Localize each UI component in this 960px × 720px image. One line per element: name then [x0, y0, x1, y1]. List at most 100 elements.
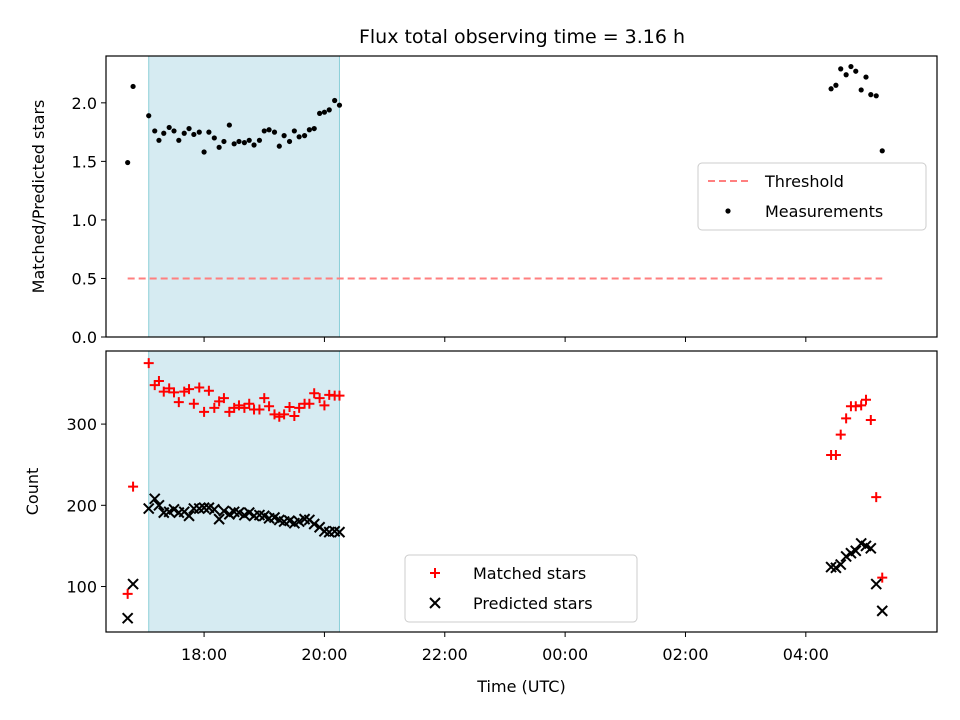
legend-matched-swatch [430, 568, 440, 578]
predicted-point [850, 545, 862, 557]
measurement-point [853, 68, 859, 74]
matched-point [279, 409, 290, 420]
predicted-point [153, 499, 165, 512]
matched-point [294, 402, 305, 413]
series-matched-stars [122, 358, 888, 599]
y-tick-label: 300 [66, 415, 97, 434]
axes-frame [105, 55, 938, 338]
series-predicted-stars [121, 493, 888, 624]
measurement-point [306, 127, 312, 133]
matched-point [865, 415, 876, 426]
matched-point [173, 397, 184, 408]
measurement-point [833, 82, 839, 88]
matched-point [284, 402, 295, 413]
legend-label: Predicted stars [473, 594, 593, 613]
measurement-point [251, 142, 257, 148]
matched-point [233, 400, 244, 411]
matched-point [830, 449, 841, 460]
measurement-point [879, 148, 885, 154]
y-axis-label: Count [23, 468, 42, 516]
legend-label: Threshold [764, 172, 844, 191]
measurement-point [321, 109, 328, 115]
predicted-point [149, 493, 161, 505]
measurement-point [336, 102, 343, 108]
matched-point [122, 588, 133, 599]
matched-point [158, 386, 169, 397]
measurement-point [241, 140, 247, 146]
predicted-point [213, 513, 225, 525]
measurement-point [848, 63, 854, 70]
measurement-point [226, 122, 232, 128]
x-tick-label: 00:00 [542, 645, 588, 664]
legend: Threshold Measurements [697, 162, 927, 231]
matched-point [871, 492, 882, 503]
legend-measurement-swatch [725, 208, 731, 214]
legend-box [404, 554, 638, 623]
measurement-point [296, 134, 302, 140]
measurement-point [186, 125, 192, 132]
x-tick-label: 02:00 [662, 645, 708, 664]
measurement-point [873, 93, 879, 99]
predicted-point [121, 612, 134, 624]
legend-label: Matched stars [473, 564, 586, 583]
highlight-band [148, 55, 340, 338]
matched-point [188, 398, 199, 409]
legend-box [697, 162, 927, 231]
measurement-point [191, 131, 197, 138]
measurement-point [863, 74, 869, 80]
matched-point [835, 429, 846, 440]
series-measurements [125, 63, 885, 166]
x-tick-label: 04:00 [783, 645, 829, 664]
measurement-point [838, 66, 844, 72]
matched-point [319, 400, 330, 411]
predicted-point [876, 605, 888, 617]
measurement-point [868, 92, 874, 98]
matched-point [209, 402, 220, 413]
chart-title: Flux total observing time = 3.16 h [359, 26, 685, 48]
predicted-point [143, 502, 155, 515]
ratio-panel: 0.0 0.5 1.0 1.5 2.0 Matched/Predicted stars Th… [29, 55, 938, 347]
matched-point [244, 398, 255, 409]
predicted-point [865, 542, 877, 555]
matched-point [254, 404, 265, 415]
measurement-point [256, 137, 263, 143]
matched-point [314, 393, 325, 404]
matched-point [199, 406, 210, 417]
measurement-point [291, 128, 297, 134]
measurement-point [301, 133, 308, 139]
matched-point [841, 413, 852, 424]
predicted-point [218, 505, 230, 517]
measurement-point [130, 83, 136, 90]
matched-point [334, 390, 345, 401]
highlight-band [148, 350, 340, 633]
x-axis-label: Time (UTC) [476, 677, 565, 696]
y-tick-label: 1.0 [72, 211, 97, 230]
measurement-point [843, 72, 849, 78]
measurement-point [152, 128, 158, 134]
x-tick-label: 22:00 [422, 645, 468, 664]
matched-point [168, 387, 179, 398]
measurement-point [171, 128, 177, 134]
legend: Matched stars Predicted stars [404, 554, 638, 623]
measurement-point [211, 135, 217, 141]
matched-point [304, 398, 315, 409]
measurement-point [231, 141, 237, 147]
y-tick-label: 0.0 [72, 328, 97, 347]
predicted-point [208, 503, 221, 516]
axes-frame [105, 350, 938, 633]
measurement-point [276, 143, 282, 149]
measurement-point [236, 138, 242, 145]
measurement-point [858, 87, 864, 93]
measurement-point [281, 133, 287, 139]
measurement-point [286, 138, 293, 145]
measurement-point [221, 138, 227, 145]
predicted-point [835, 558, 847, 571]
predicted-point [198, 502, 210, 514]
matched-point [194, 382, 205, 393]
measurement-point [246, 137, 252, 143]
measurement-point [206, 129, 212, 135]
predicted-point [308, 518, 320, 530]
x-tick-label: 20:00 [301, 645, 347, 664]
predicted-point [870, 578, 882, 590]
